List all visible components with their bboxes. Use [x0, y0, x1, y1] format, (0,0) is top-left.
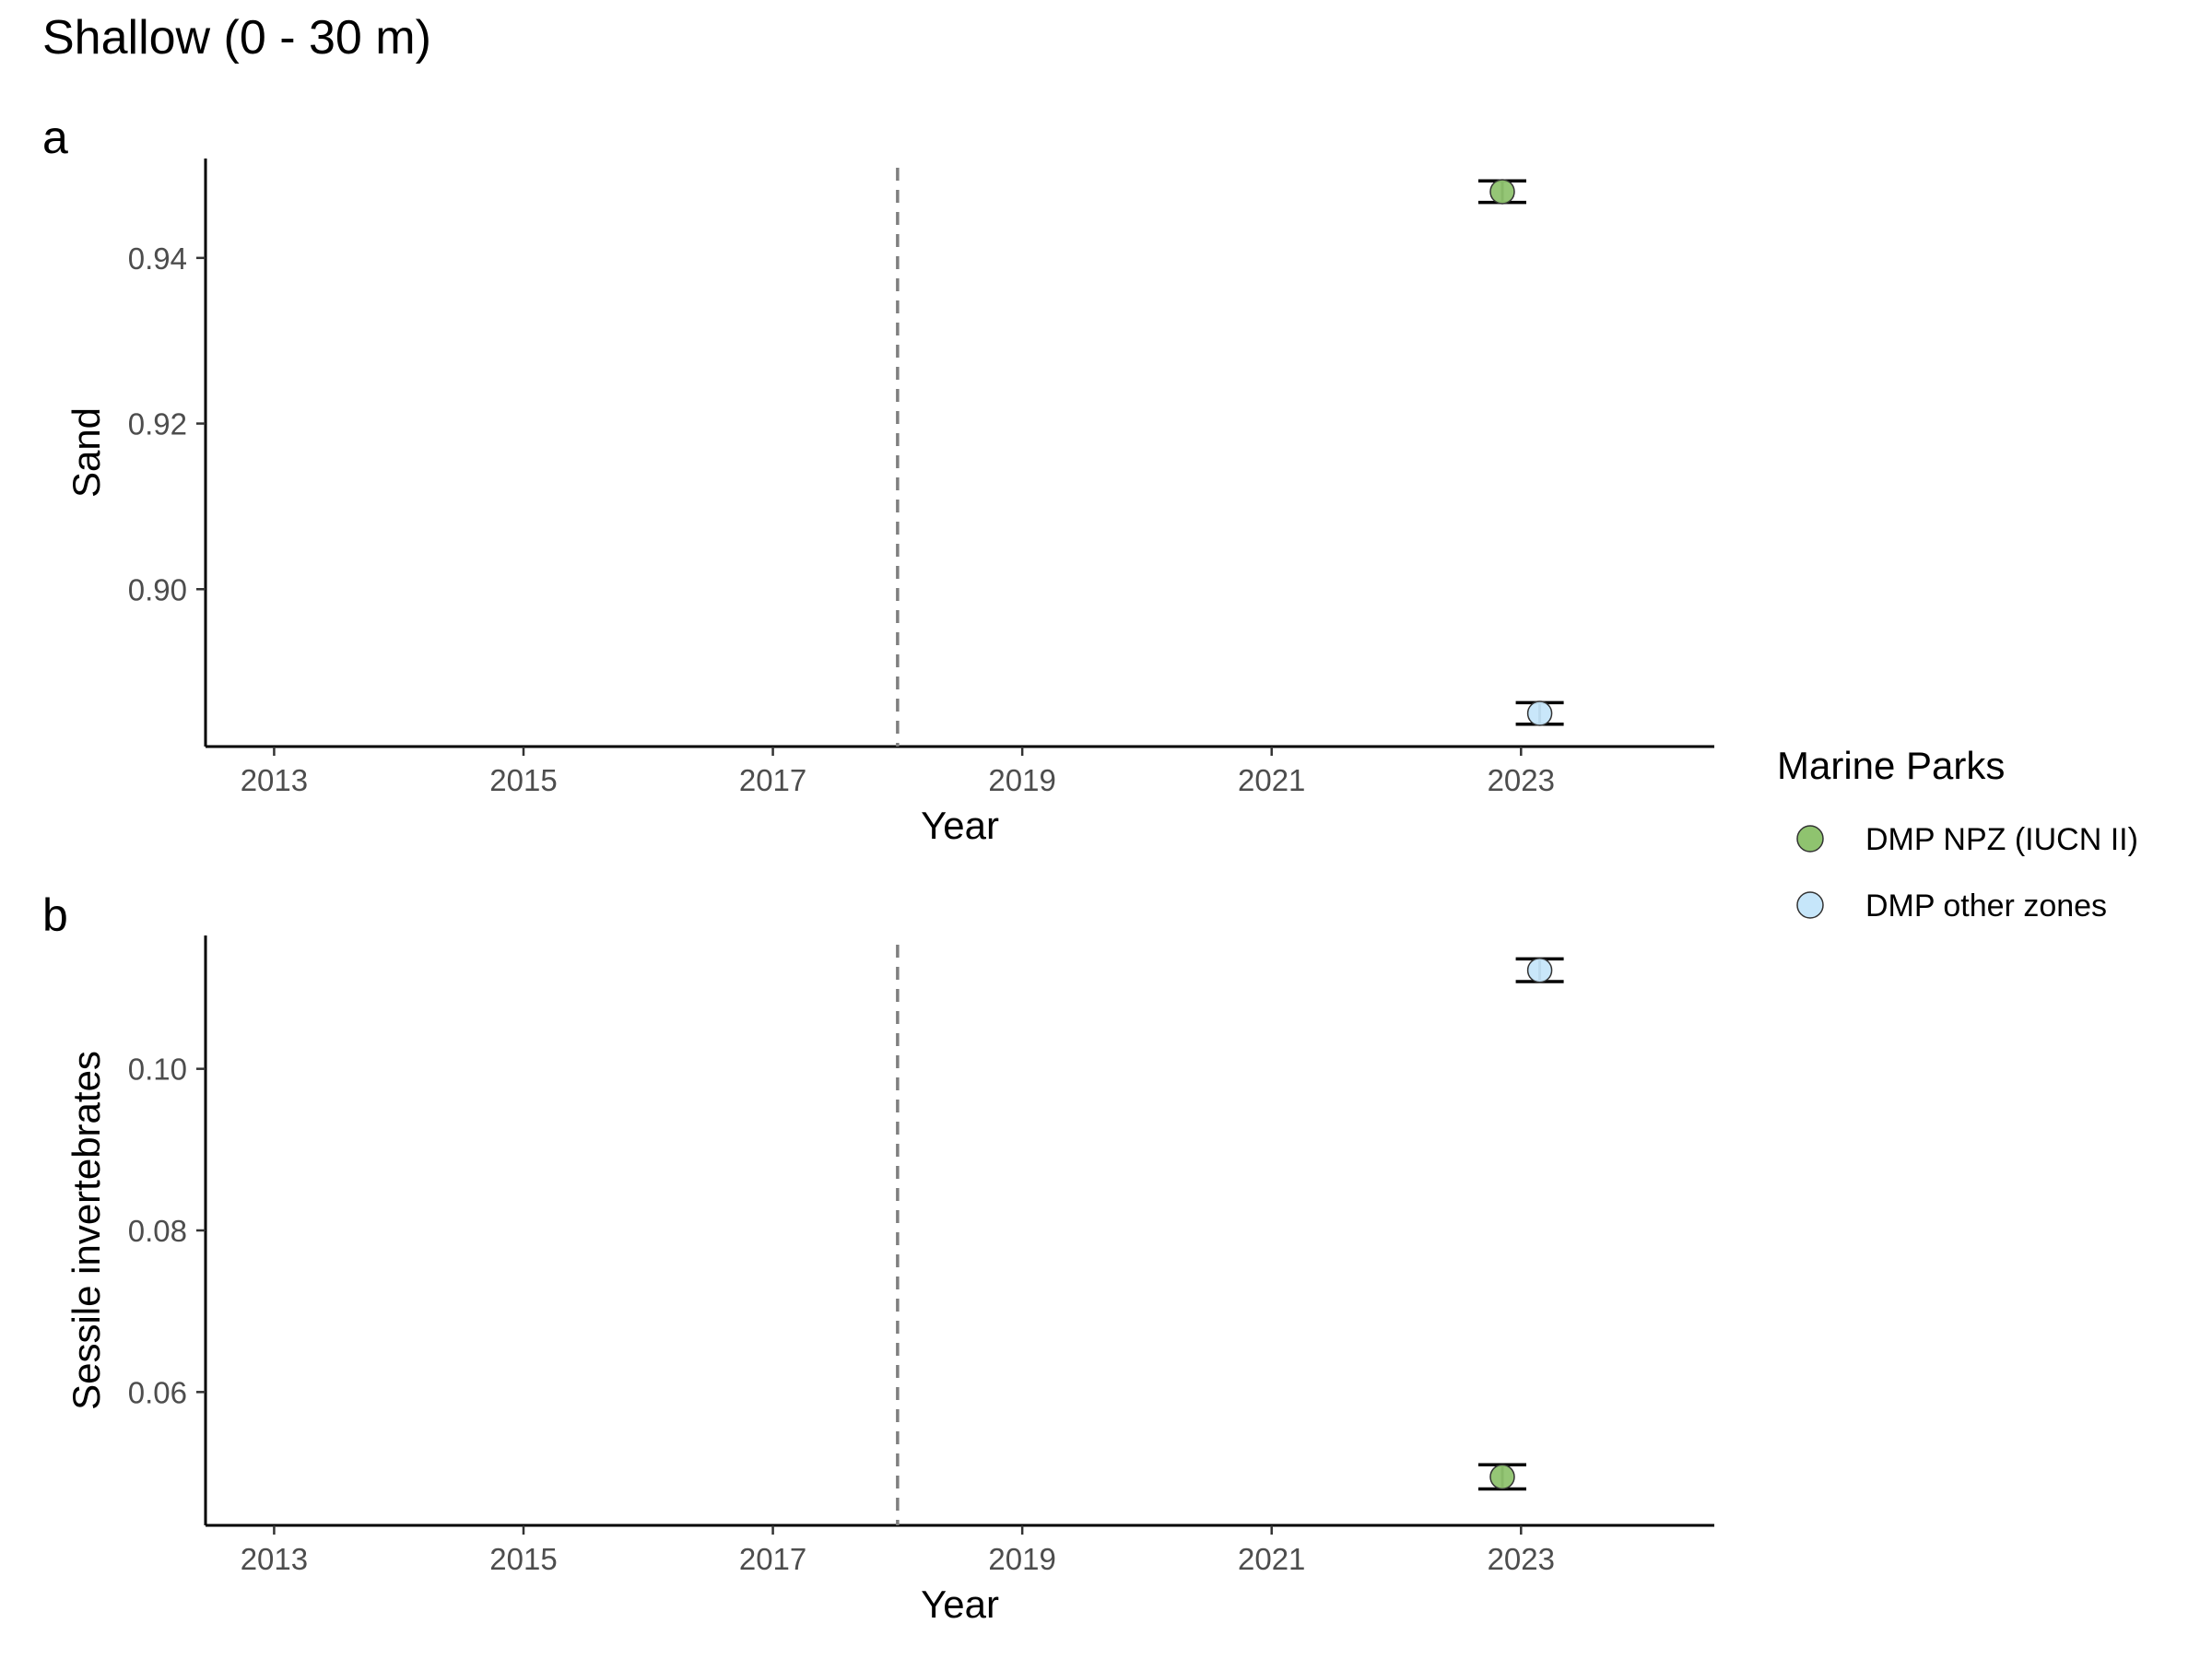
x-tick-label: 2021 — [1238, 1542, 1305, 1576]
x-tick-label: 2015 — [489, 763, 557, 797]
x-tick-label: 2023 — [1488, 1542, 1555, 1576]
x-tick-label: 2013 — [241, 1542, 308, 1576]
y-tick-label: 0.10 — [128, 1053, 187, 1087]
legend-key-npz — [1796, 825, 1824, 853]
y-axis-title: Sessile invertebrates — [65, 1051, 108, 1410]
legend: Marine Parks DMP NPZ (IUCN II) DMP other… — [1777, 744, 2138, 924]
x-tick-label: 2017 — [739, 1542, 806, 1576]
panel-b-tag: b — [42, 889, 68, 941]
y-tick-label: 0.08 — [128, 1214, 187, 1248]
data-point — [1489, 179, 1515, 205]
x-tick-label: 2021 — [1238, 763, 1305, 797]
x-tick-label: 2013 — [241, 763, 308, 797]
x-tick-label: 2023 — [1488, 763, 1555, 797]
y-tick-label: 0.06 — [128, 1375, 187, 1409]
x-tick-label: 2015 — [489, 1542, 557, 1576]
y-tick-label: 0.92 — [128, 407, 187, 441]
panel-a-tag: a — [42, 112, 68, 163]
x-tick-label: 2017 — [739, 763, 806, 797]
y-tick-label: 0.90 — [128, 572, 187, 606]
panel-b: b 2013 2015 2017 2019 2021 2023 0.06 0.08 0.10 Ye… — [42, 889, 1714, 1626]
legend-title: Marine Parks — [1777, 744, 2005, 787]
legend-label-npz: DMP NPZ (IUCN II) — [1865, 822, 2138, 857]
legend-label-other-zones: DMP other zones — [1865, 888, 2107, 924]
data-point — [1526, 957, 1553, 983]
x-axis-title: Year — [921, 804, 999, 847]
y-axis-title: Sand — [65, 407, 108, 498]
x-tick-label: 2019 — [988, 763, 1055, 797]
x-axis-title: Year — [921, 1583, 999, 1626]
data-point — [1489, 1464, 1515, 1490]
panel-a: a 2013 2015 2017 2019 2021 2023 0.90 0.92 0.94 Ye… — [42, 112, 1714, 847]
x-tick-label: 2019 — [988, 1542, 1055, 1576]
figure-title: Shallow (0 - 30 m) — [42, 11, 431, 65]
data-point — [1526, 700, 1553, 726]
legend-key-other-zones — [1796, 891, 1824, 919]
y-tick-label: 0.94 — [128, 241, 187, 276]
